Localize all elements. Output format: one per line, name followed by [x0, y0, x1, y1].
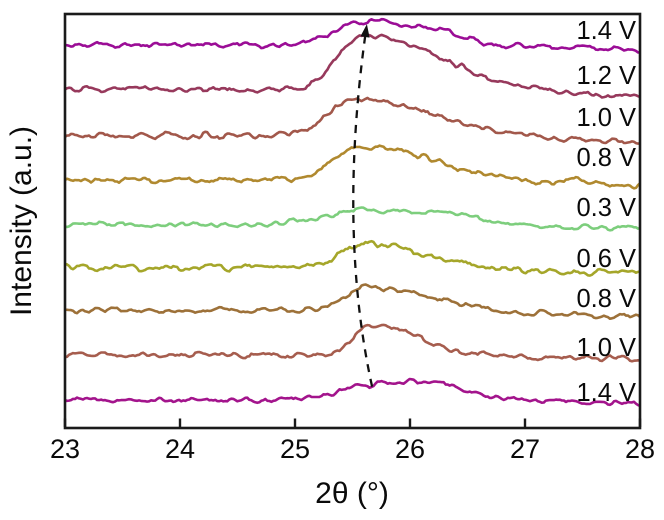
- x-axis-tick-labels: 23 24 25 26 27 28: [50, 434, 655, 464]
- x-axis-title: 2θ (°): [315, 477, 389, 510]
- voltage-label-10V: 1.0 V: [576, 104, 636, 132]
- voltage-label-06V: 0.6 V: [576, 245, 636, 273]
- series-line-14V: [66, 377, 639, 407]
- x-tick-label-24: 24: [165, 434, 195, 464]
- series-line-06V: [66, 239, 639, 277]
- x-tick-label-23: 23: [50, 434, 80, 464]
- series-line-14V: [66, 17, 639, 54]
- x-tick-label-27: 27: [510, 434, 540, 464]
- voltage-label-14V: 1.4 V: [576, 379, 636, 407]
- peak-trace-arrowhead: [360, 24, 370, 38]
- series-lines-group: [66, 17, 639, 407]
- voltage-label-12V: 1.2 V: [576, 62, 636, 90]
- x-tick-label-26: 26: [395, 434, 425, 464]
- voltage-label-03V: 0.3 V: [576, 194, 636, 222]
- x-axis-ticks: [63, 418, 642, 427]
- y-axis-title: Intensity (a.u.): [5, 126, 38, 316]
- peak-trace-dashed-line: [352, 27, 374, 387]
- series-line-03V: [66, 206, 639, 232]
- voltage-label-08V: 0.8 V: [576, 144, 636, 172]
- voltage-label-08V: 0.8 V: [576, 285, 636, 313]
- x-tick-label-28: 28: [625, 434, 655, 464]
- voltage-label-14V: 1.4 V: [576, 17, 636, 45]
- series-line-08V: [66, 283, 639, 320]
- plot-frame: [63, 12, 642, 430]
- voltage-labels-group: 1.4 V 1.2 V 1.0 V 0.8 V 0.3 V 0.6 V 0.8 V 1.0 V…: [576, 17, 636, 407]
- x-tick-label-25: 25: [280, 434, 310, 464]
- series-line-08V: [66, 144, 639, 190]
- series-line-10V: [66, 323, 639, 363]
- peak-trace-arrow: [352, 24, 374, 387]
- series-line-12V: [66, 33, 639, 99]
- voltage-label-10V: 1.0 V: [576, 334, 636, 362]
- series-line-10V: [66, 96, 639, 145]
